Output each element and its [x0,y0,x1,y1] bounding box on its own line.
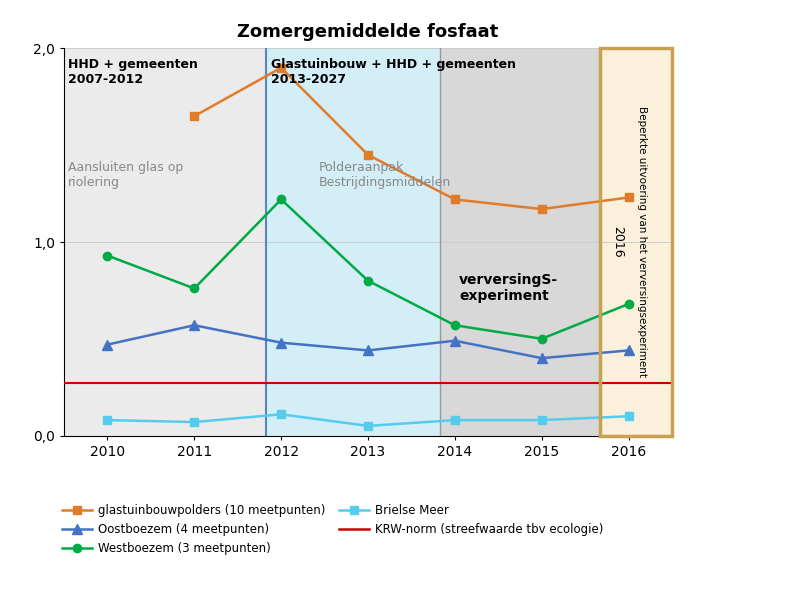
Legend: glastuinbouwpolders (10 meetpunten), Oostboezem (4 meetpunten), Westboezem (3 me: glastuinbouwpolders (10 meetpunten), Oos… [58,500,608,560]
Text: HHD + gemeenten
2007-2012: HHD + gemeenten 2007-2012 [68,58,198,86]
Text: Glastuinbouw + HHD + gemeenten
2013-2027: Glastuinbouw + HHD + gemeenten 2013-2027 [270,58,516,86]
Bar [600,48,672,436]
Text: Polderaanpak
Bestrijdingsmiddelen: Polderaanpak Bestrijdingsmiddelen [318,161,450,189]
Bar [64,48,266,436]
Bar [440,48,600,436]
Text: verversingS-
experiment: verversingS- experiment [459,273,558,303]
Text: 2016: 2016 [611,226,624,258]
Text: Aansluiten glas op
riolering: Aansluiten glas op riolering [68,161,183,189]
Title: Zomergemiddelde fosfaat: Zomergemiddelde fosfaat [238,23,498,41]
Bar [266,48,440,436]
Text: Beperkte uitvoering van het verversingsexperiment: Beperkte uitvoering van het verversingse… [637,106,646,378]
